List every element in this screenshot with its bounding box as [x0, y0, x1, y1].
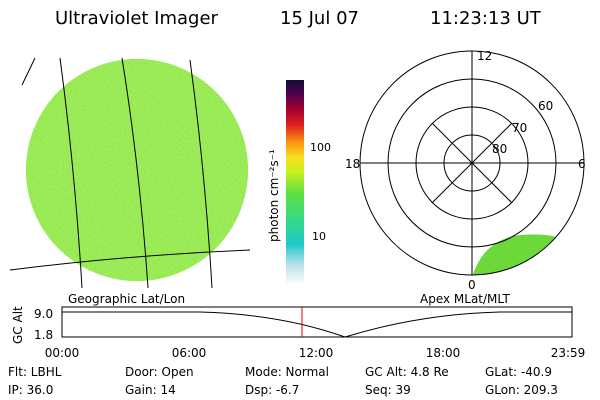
- mlat-label: 70: [512, 121, 527, 135]
- status-field: Door: Open: [125, 365, 194, 379]
- status-field: Gain: 14: [125, 383, 176, 397]
- x-tick-label: 18:00: [426, 346, 461, 360]
- x-tick-label: 23:59: [551, 346, 586, 360]
- title: Ultraviolet Imager: [55, 8, 219, 29]
- polar-image: [470, 234, 570, 275]
- x-tick-label: 06:00: [172, 346, 207, 360]
- x-tick-label: 12:00: [299, 346, 334, 360]
- mlt-label: 0: [468, 278, 476, 292]
- colorbar-label: photon cm⁻²s⁻¹: [267, 149, 281, 242]
- colorbar-tick: 100: [310, 141, 331, 154]
- altitude-curve: [62, 311, 572, 338]
- status-field: Mode: Normal: [245, 365, 329, 379]
- polar-grid: [359, 50, 585, 276]
- colorbar: [286, 80, 304, 285]
- colorbar-tick: 10: [312, 230, 326, 243]
- y-tick-label: 9.0: [34, 307, 53, 321]
- y-tick-label: 1.8: [34, 328, 53, 342]
- status-field: GLon: 209.3: [485, 383, 558, 397]
- mlt-label: 6: [578, 157, 586, 171]
- status-field: GLat: -40.9: [485, 365, 552, 379]
- mlat-label: 60: [538, 99, 553, 113]
- mlt-label: 18: [345, 157, 360, 171]
- x-tick-label: 00:00: [45, 346, 80, 360]
- caption: Geographic Lat/Lon: [68, 292, 185, 306]
- altitude-frame: [61, 306, 573, 338]
- status-field: GC Alt: 4.8 Re: [365, 365, 449, 379]
- mlt-label: 12: [477, 49, 492, 63]
- time: 11:23:13 UT: [430, 8, 542, 29]
- mlat-label: 80: [492, 142, 507, 156]
- status-field: Seq: 39: [365, 383, 411, 397]
- status-field: IP: 36.0: [8, 383, 53, 397]
- caption: Apex MLat/MLT: [420, 292, 510, 306]
- status-field: Dsp: -6.7: [245, 383, 299, 397]
- y-axis-label: GC Alt: [11, 306, 25, 344]
- geo-grid: [9, 57, 251, 289]
- status-field: Flt: LBHL: [8, 365, 62, 379]
- date: 15 Jul 07: [280, 8, 359, 29]
